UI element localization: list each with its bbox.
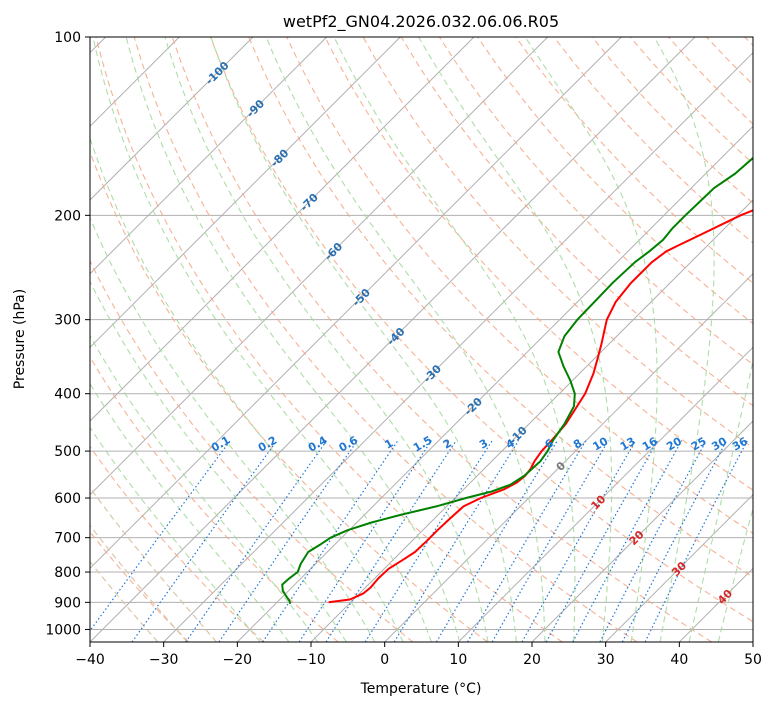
isotherm xyxy=(90,37,622,570)
x-tick-label: 10 xyxy=(449,652,467,668)
y-tick-label: 400 xyxy=(54,387,81,403)
isotherm xyxy=(236,125,753,642)
dry-adiabat xyxy=(209,37,753,623)
moist-adiabat xyxy=(90,560,159,642)
plot-frame xyxy=(89,36,754,643)
moist-adiabat xyxy=(90,334,319,642)
x-axis: −40 −30 −20 −10 0 10 20 30 40 50 xyxy=(75,642,762,668)
mixing-ratio-line xyxy=(90,440,231,632)
grid-layer xyxy=(90,37,753,642)
y-tick-label: 800 xyxy=(54,565,81,581)
mixing-ratio-line xyxy=(466,440,587,642)
moist-adiabat xyxy=(90,280,347,642)
dry-adiabat xyxy=(324,37,753,491)
x-tick-label: 30 xyxy=(597,652,615,668)
adiabat-layer xyxy=(90,37,753,642)
isotherm xyxy=(90,37,696,642)
x-axis-label: Temperature (°C) xyxy=(360,681,482,697)
moist-adiabat xyxy=(90,382,290,642)
y-tick-label: 100 xyxy=(54,30,81,46)
isotherm xyxy=(384,272,753,642)
moist-adiabat xyxy=(90,524,188,642)
dry-adiabat xyxy=(90,259,414,642)
dry-adiabat xyxy=(90,356,339,642)
mixing-ratio-line xyxy=(298,440,432,642)
x-tick-label: −20 xyxy=(223,652,253,668)
x-tick-label: 20 xyxy=(523,652,541,668)
temperature-profile xyxy=(328,209,753,604)
y-tick-label: 200 xyxy=(54,208,81,224)
moist-adiabat xyxy=(90,216,376,642)
isotherm xyxy=(457,346,753,642)
dry-adiabat xyxy=(248,37,753,578)
isotherm xyxy=(90,37,549,496)
isotherm xyxy=(605,493,753,642)
y-axis-label: Pressure (hPa) xyxy=(12,289,28,389)
dry-adiabat xyxy=(90,445,264,642)
isotherm xyxy=(531,420,753,642)
mixing-ratio-line xyxy=(262,440,399,642)
moist-adiabat xyxy=(524,37,658,642)
moist-adiabat xyxy=(125,37,461,642)
mixing-ratio-line xyxy=(644,440,748,642)
dry-adiabat xyxy=(171,37,712,642)
dewpoint-profile xyxy=(281,156,753,605)
mixing-ratio-line xyxy=(185,440,328,642)
moist-adiabat xyxy=(210,37,518,642)
moist-adiabat xyxy=(90,136,404,642)
x-tick-label: 50 xyxy=(744,652,762,668)
y-tick-label: 600 xyxy=(54,491,81,507)
mixing-ratio-line xyxy=(325,440,457,642)
y-tick-label: 700 xyxy=(54,531,81,547)
x-tick-label: −30 xyxy=(149,652,179,668)
isotherm xyxy=(163,51,753,642)
moist-adiabat xyxy=(333,37,576,642)
moist-adiabat xyxy=(688,358,753,642)
moist-adiabat xyxy=(90,486,217,642)
y-axis: 100 200 300 400 500 600 700 800 900 1000 xyxy=(45,30,90,638)
series-layer xyxy=(281,156,753,605)
dry-adiabat xyxy=(95,37,563,642)
x-tick-label: −40 xyxy=(75,652,105,668)
moist-adiabat xyxy=(92,37,432,642)
isotherm xyxy=(90,37,328,275)
isotherm xyxy=(90,37,401,349)
moist-adiabat xyxy=(717,506,753,642)
x-tick-label: 40 xyxy=(670,652,688,668)
plot-area xyxy=(90,37,753,642)
y-tick-label: 900 xyxy=(54,595,81,611)
moist-adiabat xyxy=(90,426,261,642)
isotherm xyxy=(752,641,753,642)
mixing-ratio-line xyxy=(521,440,637,642)
mixing-ratio-line xyxy=(131,440,278,642)
moist-adiabat xyxy=(164,37,489,642)
mixing-ratio-line xyxy=(545,440,659,642)
mixing-ratio-line xyxy=(393,440,520,642)
dry-adiabat xyxy=(515,37,753,284)
mixing-ratio-line xyxy=(491,440,609,642)
isotherm xyxy=(90,37,254,201)
x-tick-label: −10 xyxy=(296,652,326,668)
moist-adiabat xyxy=(418,37,613,642)
moist-adiabat xyxy=(653,37,715,642)
y-tick-label: 300 xyxy=(54,313,81,329)
y-tick-label: 500 xyxy=(54,444,81,460)
chart-title: wetPf2_GN04.2026.032.06.06.R05 xyxy=(283,12,559,32)
mixing-ratio-layer xyxy=(90,440,748,642)
mixing-ratio-line xyxy=(364,440,493,642)
mixing-ratio-line xyxy=(435,440,558,642)
y-tick-label: 1000 xyxy=(45,622,81,638)
moist-adiabat xyxy=(265,37,546,642)
mixing-ratio-line xyxy=(572,440,683,642)
x-tick-label: 0 xyxy=(380,652,389,668)
isotherm xyxy=(90,37,475,422)
dry-adiabat xyxy=(286,37,753,534)
